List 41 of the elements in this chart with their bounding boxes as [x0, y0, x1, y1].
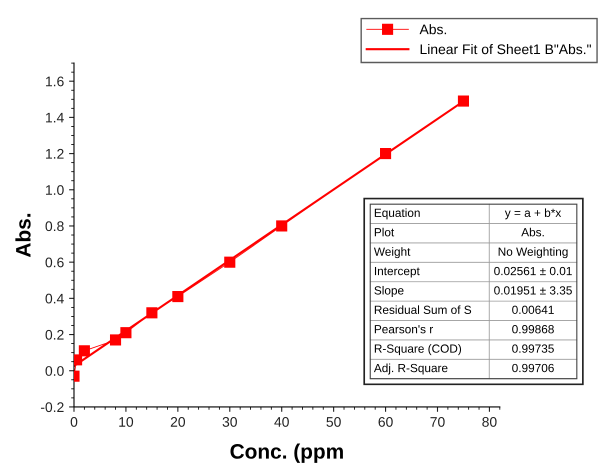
annotation: Weight — [374, 247, 410, 258]
x-tick-label: 50 — [326, 417, 341, 427]
text: 0.99706 — [512, 364, 554, 372]
annotation: 0.02561 ± 0.01 — [494, 266, 572, 276]
y-tick-label: 0.8 — [46, 221, 64, 232]
x-tick-label: 30 — [222, 417, 237, 427]
x-tick-label: 80 — [482, 417, 497, 427]
annotation: Slope — [374, 286, 404, 297]
y-tick-label: 0.0 — [46, 366, 64, 376]
annotation: 0.01951 ± 3.35 — [494, 286, 572, 295]
y-axis-title: Abs. — [15, 214, 31, 258]
legend-label: Abs. — [420, 24, 446, 34]
y-tick-label: 0.2 — [46, 330, 64, 340]
y-tick-label: 1.2 — [46, 148, 64, 159]
y-tick-label: 1.4 — [46, 112, 64, 122]
y-tick-label: -0.2 — [40, 402, 64, 412]
y-tick-label: 1.0 — [46, 185, 64, 195]
text: 0.99868 — [512, 325, 554, 334]
text: Abs. — [521, 228, 544, 236]
annotation: Plot — [374, 228, 394, 236]
y-tick-label: 0.4 — [46, 294, 64, 304]
x-tick-label: 0 — [70, 417, 78, 427]
text: y = a + b*x — [504, 208, 562, 220]
annotation: Pearson's r — [374, 325, 434, 334]
text: 0.00641 — [512, 306, 554, 314]
annotation: Equation — [374, 208, 420, 220]
x-tick-label: 10 — [119, 417, 134, 427]
x-tick-label: 60 — [378, 417, 393, 427]
text: 0.99735 — [512, 344, 554, 353]
annotation: R-Square (COD) — [374, 344, 462, 356]
x-tick-label: 70 — [430, 417, 445, 427]
x-axis-title: Conc. (ppm — [230, 443, 343, 463]
y-tick-label: 1.6 — [46, 76, 64, 86]
annotation: Intercept — [374, 266, 420, 278]
x-tick-label: 20 — [170, 417, 186, 427]
y-tick-label: 0.6 — [46, 257, 64, 268]
x-tick-label: 40 — [274, 417, 289, 427]
annotation: Residual Sum of S — [374, 305, 472, 314]
annotation: No Weighting — [498, 247, 568, 258]
legend-label: Linear Fit of Sheet1 B"Abs." — [420, 44, 591, 54]
annotation: Adj. R-Square — [374, 364, 448, 375]
